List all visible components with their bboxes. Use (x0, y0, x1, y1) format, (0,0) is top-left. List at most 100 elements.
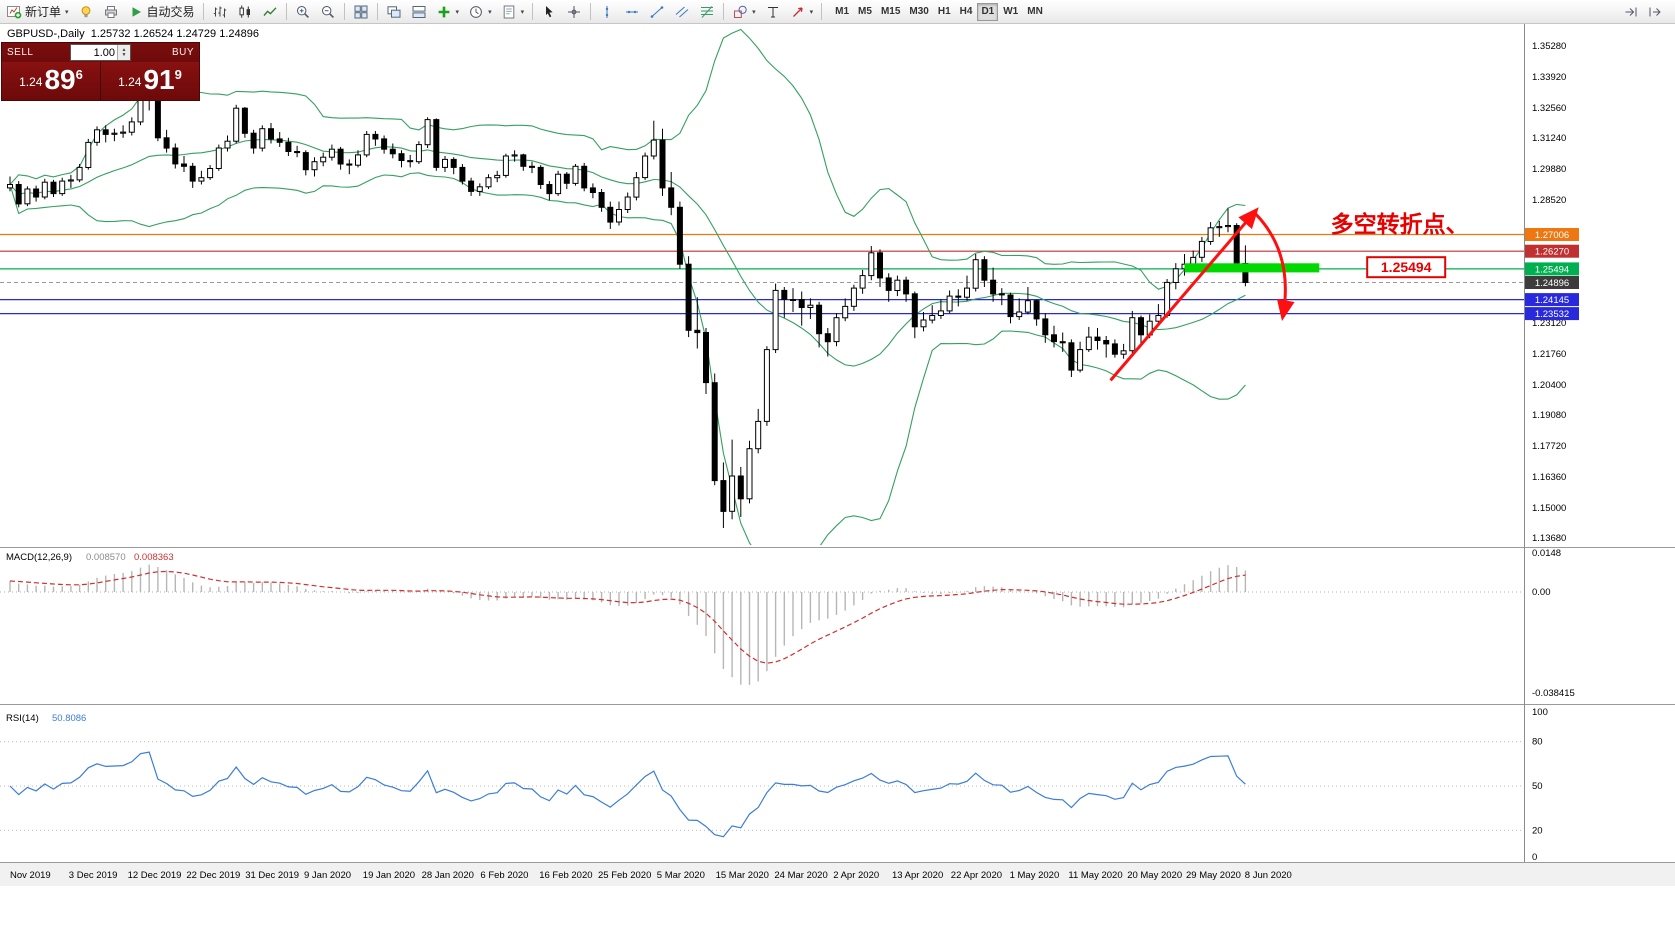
volume-spinner[interactable]: ▲ ▼ (117, 45, 130, 60)
toolbar-arrange-left-button[interactable] (382, 2, 406, 22)
toolbar-arrange-right-button[interactable] (407, 2, 431, 22)
svg-text:20 May 2020: 20 May 2020 (1127, 870, 1182, 881)
svg-text:1 May 2020: 1 May 2020 (1010, 870, 1060, 881)
toolbar-arrow-objects-button[interactable]: ▾ (786, 2, 818, 22)
toolbar-line-chart-button[interactable] (258, 2, 282, 22)
toolbar-vertical-line-button[interactable] (595, 2, 619, 22)
chart-scroll-icon (1623, 4, 1639, 20)
zoom-in-icon (295, 4, 311, 20)
volume-input[interactable] (71, 45, 117, 60)
timeframe-h4-button[interactable]: H4 (956, 3, 977, 21)
price-tags: 1.27006 1.26270 1.25494 1.24145 1.23532 1.248… (1525, 228, 1579, 321)
candles (7, 86, 1249, 528)
caret-down-icon: ▾ (455, 8, 460, 16)
svg-text:1.25494: 1.25494 (1381, 259, 1432, 275)
toolbar-chart-scroll-button[interactable] (1619, 2, 1643, 22)
svg-text:1.17720: 1.17720 (1532, 441, 1566, 452)
trend-down-arrow[interactable] (1254, 213, 1295, 322)
bb-upper (9, 28, 1246, 290)
macd-panel: MACD(12,26,9) 0.008570 0.008363 (0, 552, 1524, 685)
toolbar-candlestick-chart-button[interactable] (233, 2, 257, 22)
svg-text:8 Jun 2020: 8 Jun 2020 (1245, 870, 1292, 881)
toolbar-indicators-button[interactable]: ▾ (432, 2, 464, 22)
toolbar-periods-button[interactable]: ▾ (464, 2, 496, 22)
toolbar-zoom-in-button[interactable] (291, 2, 315, 22)
timeframe-m30-button[interactable]: M30 (905, 3, 932, 21)
buy-button[interactable]: 1.24 91 9 (100, 62, 199, 100)
macd-label: MACD(12,26,9) (6, 552, 72, 563)
bb-lower (9, 172, 1246, 545)
ask-price-sup: 9 (174, 67, 182, 82)
toolbar-bar-chart-button[interactable] (208, 2, 232, 22)
arrange-right-icon (411, 4, 427, 20)
svg-text:1.23120: 1.23120 (1532, 318, 1566, 329)
time-axis[interactable]: Nov 2019 3 Dec 2019 12 Dec 2019 22 Dec 2019… (10, 870, 1292, 881)
toolbar-templates-button[interactable]: ▾ (497, 2, 529, 22)
toolbar-chart-shift-button[interactable] (1643, 2, 1667, 22)
timeframe-m15-button[interactable]: M15 (877, 3, 904, 21)
svg-text:11 May 2020: 11 May 2020 (1068, 870, 1122, 881)
spinner-up-icon[interactable]: ▲ (121, 46, 127, 53)
volume-box: ▲▼ (70, 44, 131, 61)
timeframe-m5-button[interactable]: M5 (854, 3, 876, 21)
toolbar-separator (343, 3, 345, 20)
toolbar-tile-windows-button[interactable] (349, 2, 373, 22)
autotrading-icon (128, 4, 144, 20)
toolbar-text-label-button[interactable] (761, 2, 785, 22)
candlestick-chart-icon (237, 4, 253, 20)
toolbar-cursor-button[interactable] (537, 2, 561, 22)
toolbar-horizontal-line-button[interactable] (620, 2, 644, 22)
toolbar-fibonacci-button[interactable] (695, 2, 719, 22)
timeframe-m1-button[interactable]: M1 (831, 3, 853, 21)
svg-text:5 Mar 2020: 5 Mar 2020 (657, 870, 705, 881)
periods-icon (468, 4, 484, 20)
toolbar-crosshair-button[interactable] (562, 2, 586, 22)
timeframe-w1-button[interactable]: W1 (999, 3, 1022, 21)
svg-text:16 Feb 2020: 16 Feb 2020 (539, 870, 592, 881)
support-band[interactable] (1184, 263, 1320, 273)
price-axis[interactable]: 1.35280 1.33920 1.32560 1.31240 1.29880 1.285… (1525, 41, 1579, 863)
spinner-down-icon[interactable]: ▼ (121, 51, 127, 58)
timeframe-d1-button[interactable]: D1 (977, 2, 999, 21)
caret-down-icon: ▾ (488, 8, 492, 16)
toolbar-separator (285, 3, 287, 20)
toolbar-new-order-button[interactable]: 新订单 ▾ (2, 2, 73, 22)
toolbar-autotrading-button[interactable]: 自动交易 (124, 2, 199, 22)
svg-text:80: 80 (1532, 737, 1543, 748)
svg-text:22 Apr 2020: 22 Apr 2020 (951, 870, 1002, 881)
svg-text:100: 100 (1532, 707, 1548, 718)
main-chart: 多空转折点、 1.25494 (0, 28, 1524, 545)
price-tag: 1.26270 (1525, 244, 1579, 258)
toolbar-trendline-button[interactable] (645, 2, 669, 22)
svg-text:1.24896: 1.24896 (1535, 278, 1569, 289)
toolbar-equidistant-channel-button[interactable] (670, 2, 694, 22)
cursor-icon (541, 4, 557, 20)
sell-button[interactable]: 1.24 89 6 (2, 62, 100, 100)
bid-price-small: 1.24 (19, 75, 43, 89)
svg-text:1.21760: 1.21760 (1532, 349, 1566, 360)
svg-text:31 Dec 2019: 31 Dec 2019 (245, 870, 299, 881)
timeframe-h1-button[interactable]: H1 (934, 3, 955, 21)
price-tag: 1.24145 (1525, 293, 1579, 306)
panel-separators (0, 24, 1675, 863)
svg-text:1.29880: 1.29880 (1532, 164, 1566, 175)
chart-ohlc-values: 1.25732 1.26524 1.24729 1.24896 (90, 28, 259, 40)
svg-text:15 Mar 2020: 15 Mar 2020 (716, 870, 769, 881)
toolbar-print-button[interactable] (99, 2, 123, 22)
arrow-objects-icon (790, 4, 806, 20)
toolbar-separator (376, 3, 378, 20)
toolbar-shapes-button[interactable]: ▾ (728, 2, 760, 22)
toolbar-zoom-out-button[interactable] (316, 2, 340, 22)
text-label-icon (765, 4, 781, 20)
toolbar-separator (723, 3, 725, 20)
toolbar-separator (590, 3, 592, 20)
toolbar-metaeditor-button[interactable] (74, 2, 98, 22)
indicators-icon (436, 4, 452, 20)
arrange-left-icon (386, 4, 402, 20)
tile-windows-icon (353, 4, 369, 20)
trend-up-arrow[interactable] (1109, 207, 1259, 382)
order-panel-prices: 1.24 89 6 1.24 91 9 (2, 62, 199, 100)
timeframe-mn-button[interactable]: MN (1023, 3, 1047, 21)
fibonacci-icon (699, 4, 715, 20)
